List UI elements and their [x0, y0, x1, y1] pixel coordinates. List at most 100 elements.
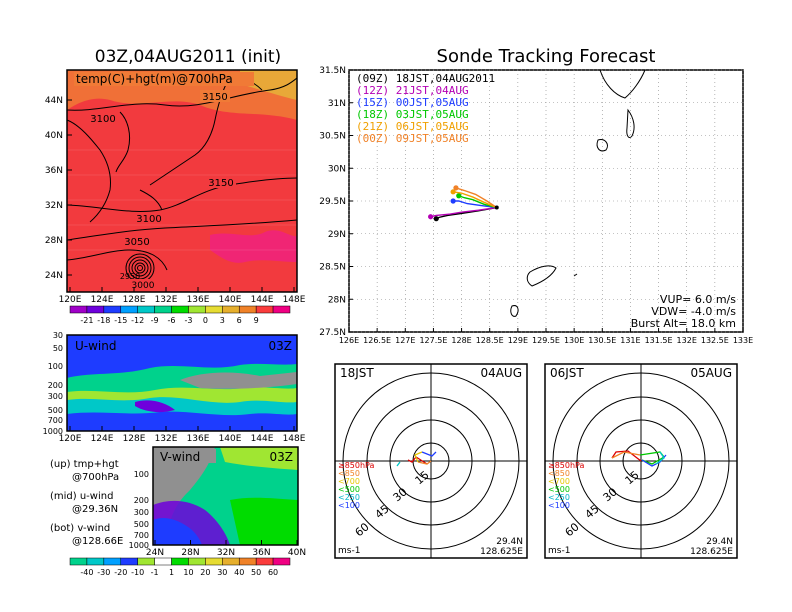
kyushu-south-coast [599, 69, 646, 99]
track-legend-entry: (00Z) 09JST,05AUG [356, 132, 469, 145]
hodograph-trace-850 [611, 451, 641, 459]
temp-colorbar: -21 -18 -15 -12 -9 -6 -3 0 3 6 9 [69, 305, 291, 325]
pressure-tick-label: 200 [134, 496, 149, 505]
y-tick-label: 28.5N [319, 263, 346, 273]
sonde-tracks [428, 185, 499, 222]
track-endpoint [453, 185, 459, 191]
colorbar-swatch [255, 557, 274, 566]
vdw-text: VDW= -4.0 m/s [651, 305, 736, 318]
hodograph-units: ms-1 [338, 546, 360, 556]
temp-map-frame [66, 69, 298, 293]
hodograph-lat: 29.4N [496, 537, 523, 547]
lat-tick-label: 24N [146, 548, 164, 558]
y-tick-label: 28N [328, 295, 346, 305]
lat-tick-label: 24N [45, 271, 63, 281]
colorbar-swatch [238, 557, 257, 566]
u-wind-panel: U-wind 03Z [66, 334, 298, 432]
x-tick-label: 129E [508, 336, 528, 345]
hodograph-left: 18JST 04AUG15304560≥850hPa<850<700<500<25… [334, 363, 528, 559]
v-wind-top-layer [220, 447, 298, 470]
track-endpoint [433, 216, 439, 222]
note-line: @700hPa [72, 472, 119, 483]
lon-tick-label: 128E [123, 434, 146, 444]
tracking-lon-ticks: 126E 126.5E 127E 127.5E 128E 128.5E 129E 129.5E… [339, 328, 753, 345]
track-legend: (09Z) 18JST,04AUG2011(12Z) 21JST,04AUG(1… [356, 72, 495, 145]
korea-coast [115, 111, 131, 173]
pressure-legend-entry: <500 [548, 485, 570, 494]
x-tick-label: 131E [620, 336, 640, 345]
colorbar-swatch [120, 557, 138, 566]
colorbar-label: 3 [220, 316, 225, 325]
colorbar-label: 40 [234, 568, 244, 577]
contour-label: 3100 [136, 214, 161, 225]
typhoon-ring-3 [131, 259, 149, 277]
colorbar-label: -30 [97, 568, 110, 577]
colorbar-swatch [154, 557, 172, 566]
tracking-lat-ticks: 27.5N 28N 28.5N 29N 29.5N 30N 30.5N 31N 31.5N [319, 66, 353, 338]
colorbar-label: -21 [80, 316, 93, 325]
lon-tick-label: 136E [187, 295, 210, 305]
hodograph-date: 04AUG [480, 366, 522, 380]
hodograph-trace-250 [655, 451, 665, 465]
pressure-legend-entry: <700 [548, 477, 570, 486]
islet [573, 273, 578, 277]
pressure-legend-entry: ≥850hPa [548, 461, 585, 470]
note-line: @29.36N [72, 504, 118, 515]
map-label-bg [74, 72, 254, 86]
hodograph-lon: 128.625E [480, 547, 523, 557]
colorbar-swatch [103, 305, 122, 314]
v-wind-green-layer [230, 497, 298, 545]
colorbar-label: -1 [151, 568, 159, 577]
left-panel-title: 03Z,04AUG2011 (init) [95, 47, 281, 67]
pressure-legend-entry: <850 [548, 469, 570, 478]
hodograph-date: 05AUG [690, 366, 732, 380]
track-endpoint [428, 214, 434, 220]
colorbar-label: 60 [268, 568, 278, 577]
lon-tick-label: 140E [219, 434, 242, 444]
map-label: temp(C)+hgt(m)@700hPa [76, 72, 233, 86]
colorbar-label: 50 [251, 568, 261, 577]
contour-label: 3050 [124, 237, 149, 248]
colorbar-label: -40 [80, 568, 93, 577]
x-tick-label: 132E [677, 336, 697, 345]
track-legend-entry: (18Z) 03JST,05AUG [356, 108, 469, 121]
lon-tick-label: 140E [219, 295, 242, 305]
note-line: @128.66E [72, 536, 123, 547]
colorbar-label: -12 [131, 316, 144, 325]
colorbar-swatch [272, 557, 291, 566]
hodograph-time: 18JST [340, 366, 374, 380]
v-wind-label: V-wind [160, 450, 200, 464]
contour-3100-north [66, 77, 298, 111]
china-coast [66, 119, 111, 223]
colorbar-label: -6 [168, 316, 176, 325]
pressure-tick-label: 700 [134, 531, 149, 540]
contour-label-bg [134, 212, 164, 224]
colorbar-swatch [86, 557, 105, 566]
x-tick-label: 128.5E [476, 336, 504, 345]
islands [510, 69, 646, 317]
left-lat-ticks: 44N 40N 36N 32N 28N 24N [45, 96, 72, 281]
colorbar-label: -15 [114, 316, 127, 325]
lon-tick-label: 124E [91, 434, 114, 444]
x-tick-label: 132.5E [701, 336, 729, 345]
typhoon-ring-5 [137, 265, 143, 271]
contour-label: 3100 [90, 114, 115, 125]
pressure-legend-entry: <250 [338, 493, 360, 502]
y-tick-label: 31.5N [319, 66, 346, 76]
colorbar-swatch [137, 305, 155, 314]
hot-field-southeast [210, 230, 297, 263]
track-line [458, 195, 497, 209]
track-endpoint [450, 189, 456, 195]
contour-label-bg [200, 90, 230, 102]
x-tick-label: 127E [395, 336, 415, 345]
pressure-tick-label: 1000 [129, 541, 149, 550]
note-line: (mid) u-wind [50, 491, 113, 502]
lon-tick-label: 132E [155, 295, 178, 305]
yakushima-island [596, 139, 608, 152]
v-lat-ticks: 24N 28N 32N 36N 40N [146, 540, 306, 558]
pressure-tick-label: 100 [134, 470, 149, 479]
pressure-tick-label: 100 [48, 362, 63, 371]
pressure-tick-label: 1000 [43, 427, 63, 436]
y-tick-label: 27.5N [319, 328, 346, 338]
